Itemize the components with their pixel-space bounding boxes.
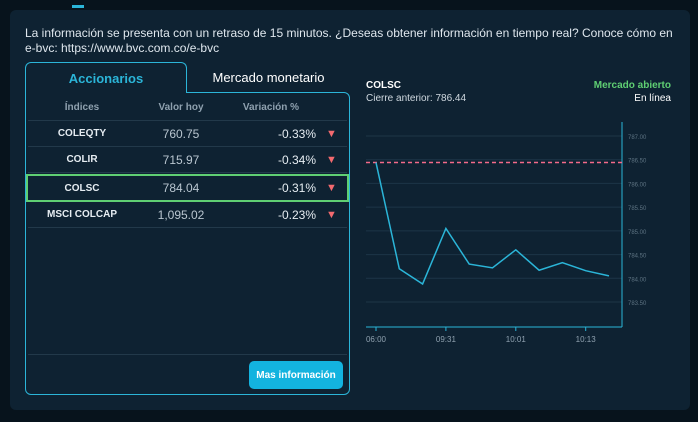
price-line bbox=[375, 162, 610, 286]
index-change: -0.33% bbox=[277, 126, 316, 141]
online-status: En línea bbox=[634, 93, 671, 104]
chart-title: COLSC bbox=[366, 80, 401, 91]
table-row[interactable]: COLEQTY 760.75 -0.33% ▼ bbox=[28, 121, 347, 147]
index-value: 784.04 bbox=[162, 181, 200, 195]
down-arrow-icon: ▼ bbox=[326, 182, 337, 194]
header-variacion: Variación % bbox=[242, 102, 300, 113]
x-tick-label: 10:01 bbox=[506, 335, 527, 344]
y-tick-label: 786.50 bbox=[628, 159, 647, 165]
down-arrow-icon: ▼ bbox=[326, 127, 337, 140]
index-value: 1,095.02 bbox=[157, 207, 205, 222]
table-row-selected[interactable]: COLSC 784.04 -0.31% ▼ bbox=[26, 174, 349, 202]
tabs: Accionarios Mercado monetario bbox=[25, 62, 350, 93]
more-info-button[interactable]: Mas información bbox=[249, 361, 343, 389]
x-tick-label: 06:00 bbox=[366, 335, 387, 344]
y-tick-label: 786.00 bbox=[628, 182, 647, 188]
previous-close: Cierre anterior: 786.44 bbox=[366, 93, 467, 104]
market-status: Mercado abierto bbox=[593, 80, 671, 91]
down-arrow-icon: ▼ bbox=[326, 208, 337, 221]
index-value: 760.75 bbox=[162, 126, 200, 141]
index-change: -0.34% bbox=[277, 152, 316, 167]
index-name: COLIR bbox=[66, 154, 98, 165]
delay-notice: La información se presenta con un retras… bbox=[25, 26, 673, 55]
top-indicator bbox=[72, 5, 84, 8]
down-arrow-icon: ▼ bbox=[326, 153, 337, 166]
divider bbox=[28, 354, 347, 355]
x-tick-label: 09:31 bbox=[436, 335, 457, 344]
header-valor: Valor hoy bbox=[158, 102, 204, 113]
y-tick-label: 783.50 bbox=[628, 301, 647, 307]
index-change: -0.31% bbox=[277, 181, 316, 195]
index-name: MSCI COLCAP bbox=[47, 209, 117, 220]
index-name: COLSC bbox=[64, 182, 100, 194]
header-indices: Índices bbox=[64, 102, 100, 113]
table-row[interactable]: MSCI COLCAP 1,095.02 -0.23% ▼ bbox=[28, 202, 347, 228]
y-tick-label: 784.00 bbox=[628, 277, 647, 283]
indices-table: Índices Valor hoy Variación % COLEQTY 76… bbox=[25, 92, 350, 395]
x-tick-label: 10:13 bbox=[576, 335, 597, 344]
tab-mercado-monetario[interactable]: Mercado monetario bbox=[212, 69, 325, 85]
y-tick-label: 785.50 bbox=[628, 206, 647, 212]
y-tick-label: 787.00 bbox=[628, 135, 647, 141]
index-value: 715.97 bbox=[162, 152, 200, 167]
table-row[interactable]: COLIR 715.97 -0.34% ▼ bbox=[28, 147, 347, 173]
y-tick-label: 785.00 bbox=[628, 230, 647, 236]
index-change: -0.23% bbox=[277, 207, 316, 222]
index-name: COLEQTY bbox=[57, 128, 107, 139]
tab-accionarios[interactable]: Accionarios bbox=[25, 62, 187, 93]
y-tick-label: 784.50 bbox=[628, 254, 647, 260]
table-header: Índices Valor hoy Variación % bbox=[28, 95, 347, 121]
